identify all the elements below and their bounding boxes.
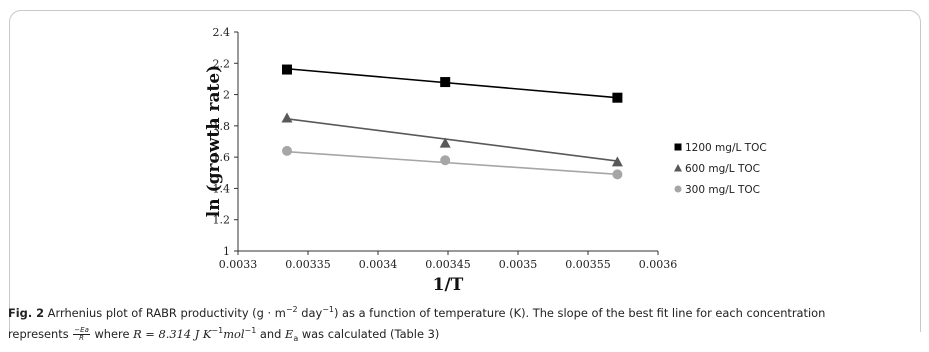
caption-text-2: day bbox=[297, 305, 323, 320]
caption-ea-subscript: a bbox=[293, 333, 299, 343]
x-tick-label: 0.0035 bbox=[499, 258, 538, 271]
caption-text-3: ) as a function of temperature (K). The … bbox=[333, 305, 826, 320]
data-point-series-2 bbox=[611, 156, 623, 167]
trendline-series-2 bbox=[286, 118, 618, 162]
caption-fraction: −Ea R bbox=[73, 325, 90, 342]
caption-fraction-denominator: R bbox=[79, 333, 85, 342]
caption-ea-symbol: E bbox=[284, 326, 294, 341]
trendlines bbox=[286, 67, 618, 176]
x-tick-label: 0.0033 bbox=[219, 258, 258, 271]
data-point-series-3 bbox=[440, 155, 451, 166]
caption-sup-4: −1 bbox=[244, 325, 257, 335]
figure-caption: Fig. 2 Arrhenius plot of RABR productivi… bbox=[8, 301, 923, 347]
x-tick-label: 0.00355 bbox=[565, 258, 611, 271]
x-tick-label: 0.00345 bbox=[425, 258, 471, 271]
caption-text-7: was calculated (Table 3) bbox=[298, 326, 440, 341]
data-point-series-1 bbox=[440, 77, 451, 88]
caption-text-4: represents bbox=[8, 326, 73, 341]
y-tick-label: 1.8 bbox=[213, 120, 231, 133]
caption-sup-1: −2 bbox=[285, 305, 298, 314]
data-point-series-3 bbox=[282, 145, 292, 156]
trendline-series-1 bbox=[286, 67, 618, 99]
caption-text-1: Arrhenius plot of RABR productivity (g ·… bbox=[44, 305, 286, 320]
legend-marker-1 bbox=[674, 143, 682, 151]
y-axis-title: ln (growth rate) bbox=[204, 65, 224, 217]
trendline-series-3 bbox=[286, 150, 618, 176]
caption-sup-3: −1 bbox=[211, 325, 224, 335]
data-point-series-1 bbox=[282, 64, 292, 75]
data-point-series-3 bbox=[612, 169, 623, 180]
y-tick-label: 2.2 bbox=[213, 57, 231, 70]
y-tick-label: 1.4 bbox=[213, 182, 231, 195]
caption-text-6: and bbox=[256, 326, 285, 341]
y-tick-label: 1 bbox=[223, 245, 230, 258]
legend: 1200 mg/L TOC 600 mg/L TOC 300 mg/L TOC bbox=[674, 142, 767, 196]
data-point-series-2 bbox=[281, 112, 293, 123]
figure-frame bbox=[9, 10, 921, 332]
caption-text-5: where bbox=[90, 326, 134, 341]
caption-fraction-numerator: −Ea bbox=[73, 325, 90, 335]
arrhenius-chart: 1 1.2 1.4 1.6 1.8 2 2.2 2.4 0.0033 0.00335 0.0034 0… bbox=[204, 26, 767, 295]
x-axis-title: 1/T bbox=[433, 275, 464, 295]
y-tick-label: 2.4 bbox=[213, 26, 231, 39]
caption-r-equation: R = 8.314 J K bbox=[133, 326, 212, 341]
x-tick-label: 0.0034 bbox=[359, 258, 398, 271]
caption-mol: mol bbox=[223, 326, 245, 341]
axes: 1 1.2 1.4 1.6 1.8 2 2.2 2.4 0.0033 0.00335 0.0034 0… bbox=[213, 26, 678, 271]
data-point-series-2 bbox=[439, 137, 451, 148]
legend-marker-3 bbox=[674, 185, 682, 193]
y-tick-label: 1.6 bbox=[213, 151, 231, 164]
x-tick-label: 0.0036 bbox=[639, 258, 678, 271]
y-tick-label: 1.2 bbox=[213, 214, 231, 227]
caption-figure-label: Fig. 2 bbox=[8, 305, 45, 320]
legend-marker-2 bbox=[674, 164, 682, 172]
legend-label-3: 300 mg/L TOC bbox=[685, 184, 760, 196]
legend-label-2: 600 mg/L TOC bbox=[685, 163, 760, 175]
caption-sup-2: −1 bbox=[322, 305, 334, 314]
data-point-series-1 bbox=[612, 92, 623, 103]
data-markers bbox=[281, 64, 623, 180]
y-tick-label: 2 bbox=[223, 89, 230, 102]
x-tick-label: 0.00335 bbox=[285, 258, 331, 271]
legend-label-1: 1200 mg/L TOC bbox=[685, 142, 767, 154]
